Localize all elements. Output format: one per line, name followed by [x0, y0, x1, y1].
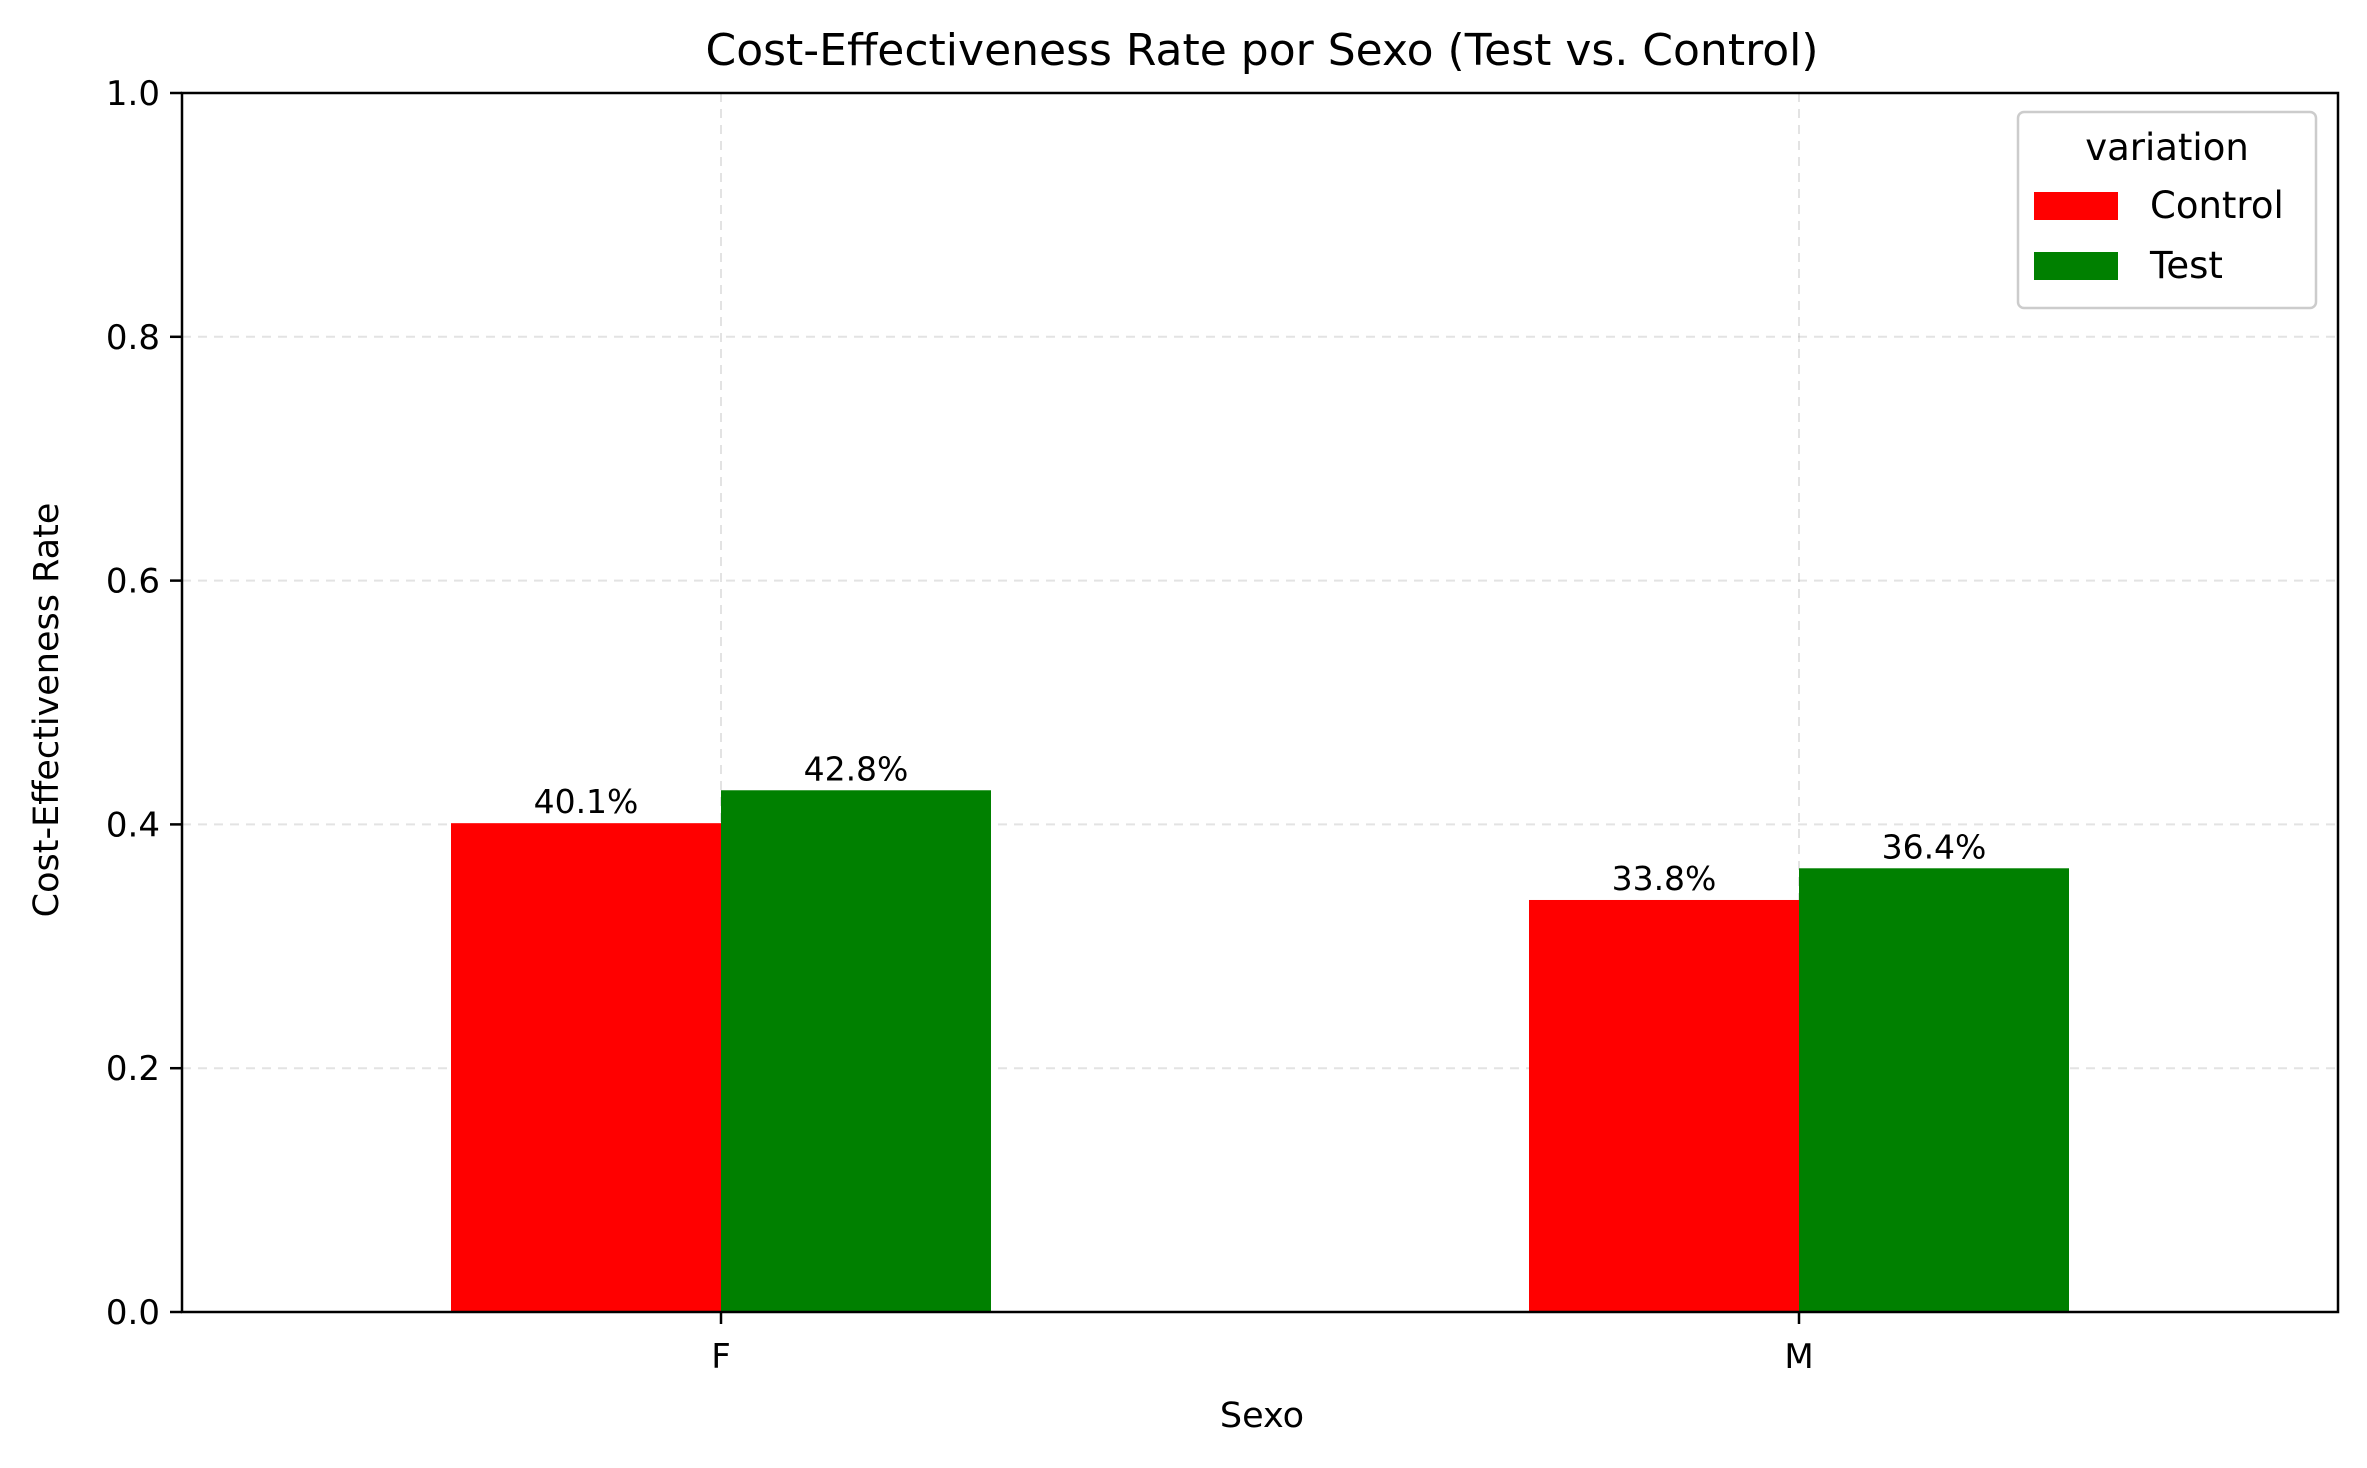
- y-axis-label: Cost-Effectiveness Rate: [27, 503, 67, 918]
- data-label-test-f: 42.8%: [804, 749, 909, 788]
- y-tick-label: 0.2: [106, 1049, 160, 1089]
- y-tick-label: 1.0: [106, 74, 160, 114]
- y-axis: 0.0 0.2 0.4 0.6 0.8 1.0: [106, 74, 182, 1333]
- y-tick-label: 0.0: [106, 1293, 160, 1333]
- y-tick-label: 0.4: [106, 805, 160, 845]
- data-label-test-m: 36.4%: [1882, 827, 1987, 866]
- data-label-control-m: 33.8%: [1612, 859, 1717, 898]
- x-tick-label: F: [711, 1337, 731, 1377]
- legend-title: variation: [2085, 126, 2249, 169]
- legend-swatch-test: [2034, 252, 2118, 280]
- y-tick-label: 0.8: [106, 318, 160, 358]
- bar-test-m: [1799, 868, 2069, 1312]
- legend-entry-test: Test: [2149, 244, 2223, 287]
- chart-title: Cost-Effectiveness Rate por Sexo (Test v…: [705, 25, 1818, 76]
- bar-test-f: [721, 790, 991, 1312]
- y-tick-label: 0.6: [106, 562, 160, 602]
- bar-control-m: [1529, 899, 1799, 1312]
- data-labels: 40.1% 33.8% 42.8% 36.4%: [534, 749, 1987, 898]
- data-label-control-f: 40.1%: [534, 782, 639, 821]
- plot-area-frame: [180, 91, 2340, 1314]
- legend-entry-control: Control: [2150, 184, 2284, 227]
- legend: variation Control Test: [2016, 110, 2318, 310]
- x-tick-label: M: [1784, 1337, 1813, 1377]
- bars: [451, 790, 2069, 1312]
- x-axis-label: Sexo: [1220, 1396, 1304, 1436]
- bar-control-f: [451, 823, 721, 1312]
- legend-swatch-control: [2034, 192, 2118, 220]
